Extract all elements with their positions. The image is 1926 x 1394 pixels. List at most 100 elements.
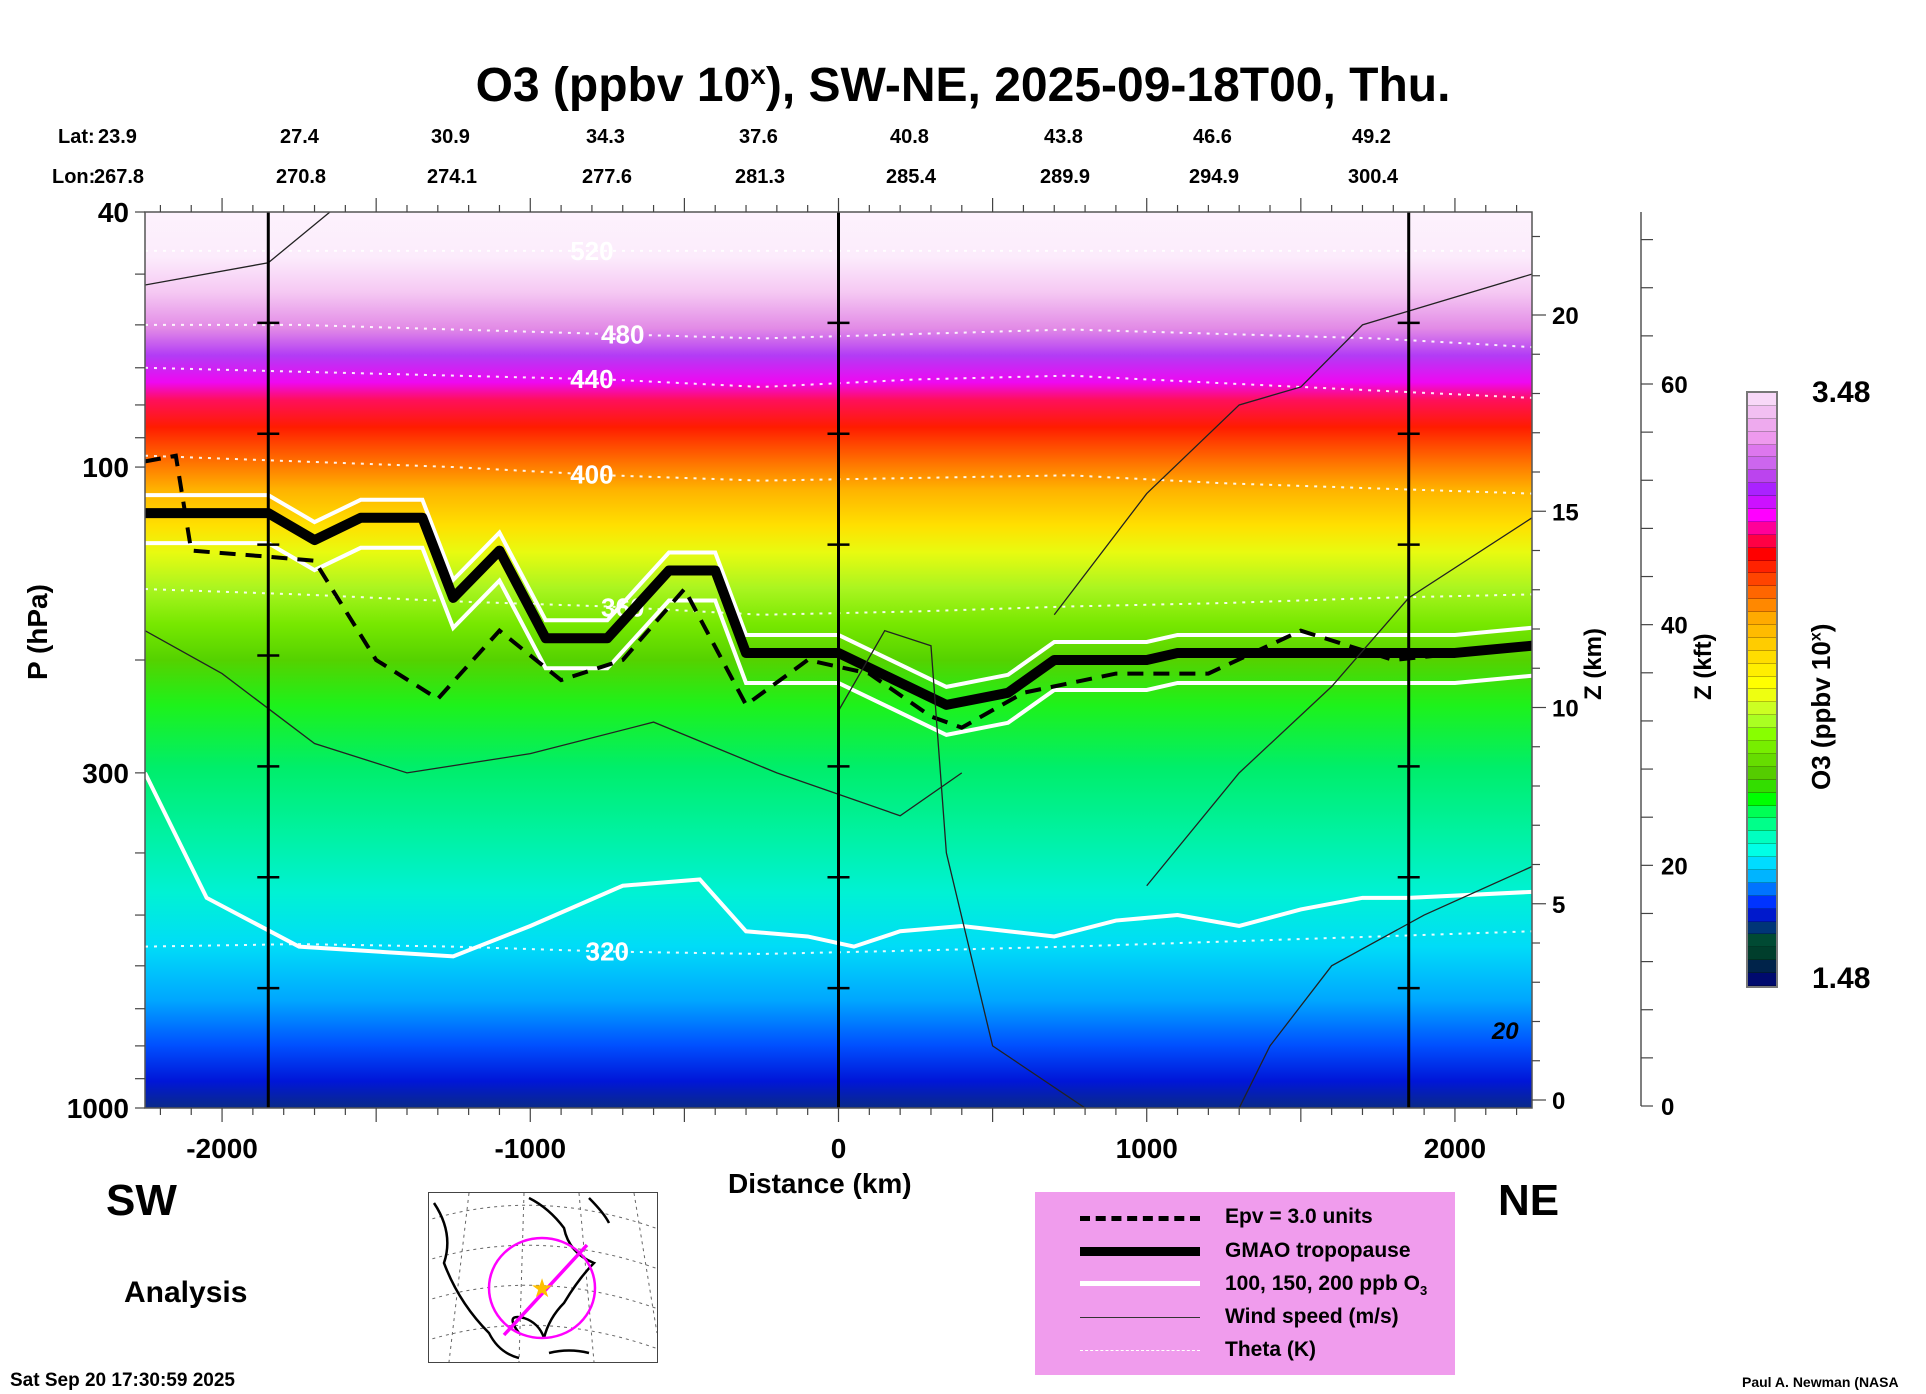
lon-value: 294.9 (1189, 166, 1240, 188)
colorbar-swatch (1748, 418, 1776, 432)
white-line-swatch (1080, 1281, 1200, 1286)
x-axis-label: Distance (km) (728, 1168, 912, 1199)
colorbar-swatch (1748, 444, 1776, 458)
z-kft-axis-label: Z (kft) (1690, 633, 1717, 700)
lat-value: 27.4 (280, 126, 319, 148)
lon-value: 281.3 (735, 166, 786, 188)
colorbar-swatch (1748, 960, 1776, 974)
colorbar-swatch (1748, 921, 1776, 935)
lat-value: 49.2 (1352, 126, 1391, 148)
map-transect-line (502, 1243, 589, 1337)
colorbar-label: O3 (ppbv 10x) (1806, 623, 1836, 790)
x-tick-label: -2000 (186, 1133, 258, 1164)
thin-line-swatch (1080, 1317, 1200, 1318)
analysis-label: Analysis (124, 1276, 248, 1309)
colorbar-swatch (1748, 908, 1776, 922)
theta-contour-label: 320 (586, 937, 629, 967)
colorbar-swatch (1748, 753, 1776, 767)
colorbar-swatch (1748, 612, 1776, 626)
colorbar-swatch (1748, 521, 1776, 535)
colorbar-swatch (1748, 534, 1776, 548)
legend-item-tropopause: GMAO tropopause (1035, 1237, 1455, 1265)
wind-speed-contour (1238, 865, 1532, 1108)
colorbar-swatch (1748, 715, 1776, 729)
z-kft-tick-label: 0 (1661, 1094, 1674, 1121)
y-axis-label: P (hPa) (22, 584, 53, 680)
ozone-contour-200ppb (145, 771, 1532, 959)
colorbar-swatch (1748, 857, 1776, 870)
theta-contour-label: 400 (570, 459, 613, 489)
colorbar-swatch (1748, 973, 1776, 986)
y-tick-label: 300 (82, 758, 129, 789)
colorbar-swatch (1748, 509, 1776, 522)
colorbar-swatch (1748, 895, 1776, 909)
z-kft-tick-label: 40 (1661, 613, 1688, 640)
z-km-tick-label: 15 (1552, 499, 1579, 526)
z-km-tick-label: 0 (1552, 1088, 1565, 1115)
thick-line-swatch (1080, 1247, 1200, 1256)
colorbar-swatch (1748, 599, 1776, 613)
ozone-contour-100ppb (145, 541, 1532, 737)
colorbar-swatch (1748, 547, 1776, 561)
legend-item-wind-speed: Wind speed (m/s) (1035, 1303, 1455, 1331)
x-tick-label: 2000 (1424, 1133, 1486, 1164)
wind-speed-contour (837, 629, 1086, 1108)
location-map-inset: ★ (428, 1192, 658, 1363)
colorbar-swatch (1748, 676, 1776, 690)
lat-value: 37.6 (739, 126, 778, 148)
colorbar-min-label: 1.48 (1812, 962, 1871, 995)
chart-title: O3 (ppbv 10x), SW-NE, 2025-09-18T00, Thu… (475, 59, 1451, 112)
map-coastlines (432, 1196, 611, 1360)
lon-value: 274.1 (427, 166, 478, 188)
sw-direction-label: SW (106, 1176, 177, 1225)
lat-value: 30.9 (431, 126, 470, 148)
colorbar-swatch (1748, 934, 1776, 948)
colorbar-swatch (1748, 766, 1776, 780)
wind-speed-contour (145, 630, 963, 817)
legend-item-epv: Epv = 3.0 units (1035, 1203, 1455, 1231)
theta-contour-label: 520 (570, 236, 613, 266)
colorbar-swatch (1748, 663, 1776, 677)
ne-direction-label: NE (1498, 1176, 1560, 1225)
lat-label: Lat: (58, 126, 95, 148)
lat-value: 23.9 (98, 126, 137, 148)
wind-speed-contour (1146, 517, 1532, 887)
lon-value: 270.8 (276, 166, 327, 188)
dotted-line-swatch (1080, 1350, 1200, 1351)
z-kft-tick-label: 20 (1661, 853, 1688, 880)
colorbar-swatch (1748, 882, 1776, 896)
colorbar-swatch (1748, 844, 1776, 858)
colorbar (1746, 391, 1778, 988)
colorbar-swatch (1748, 792, 1776, 806)
theta-contour-label: 480 (601, 319, 644, 349)
wind-speed-contour (1053, 273, 1532, 616)
colorbar-swatch (1748, 702, 1776, 716)
lat-value: 46.6 (1193, 126, 1232, 148)
timestamp: Sat Sep 20 17:30:59 2025 (10, 1370, 235, 1391)
colorbar-swatch (1748, 869, 1776, 883)
colorbar-swatch (1748, 586, 1776, 600)
colorbar-swatch (1748, 947, 1776, 961)
lat-value: 40.8 (890, 126, 929, 148)
colorbar-swatch (1748, 831, 1776, 845)
z-km-tick-label: 10 (1552, 696, 1579, 723)
map-center-star-icon: ★ (530, 1273, 553, 1303)
colorbar-swatch (1748, 470, 1776, 484)
lon-value: 285.4 (886, 166, 937, 188)
lon-label: Lon: (52, 166, 96, 188)
colorbar-swatch (1748, 818, 1776, 832)
lat-value: 34.3 (586, 126, 625, 148)
x-tick-label: 0 (831, 1133, 847, 1164)
z-km-tick-label: 5 (1552, 892, 1565, 919)
wind-speed-contour-label: 20 (1491, 1018, 1519, 1045)
y-tick-label: 40 (98, 197, 129, 228)
colorbar-swatch (1748, 779, 1776, 793)
colorbar-swatch (1748, 457, 1776, 471)
colorbar-swatch (1748, 405, 1776, 419)
y-tick-label: 1000 (67, 1093, 129, 1124)
legend-item-ozone-contours: 100, 150, 200 ppb O3 (1035, 1270, 1455, 1298)
epv-contour (145, 453, 1532, 730)
colorbar-swatch (1748, 625, 1776, 638)
colorbar-swatch (1748, 637, 1776, 651)
